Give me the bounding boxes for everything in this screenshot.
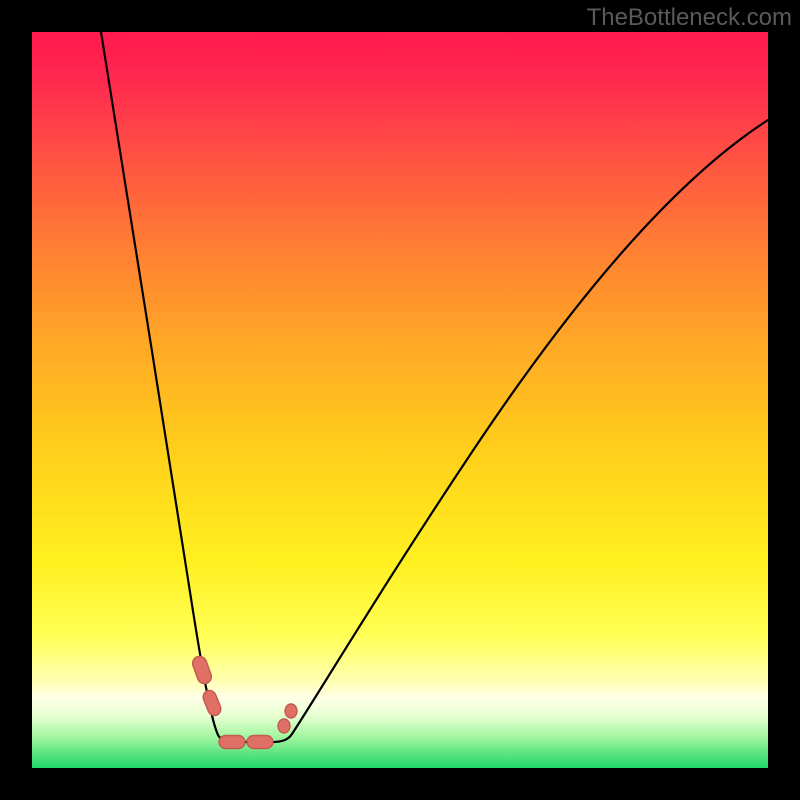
- plot-area: [32, 32, 768, 768]
- marker-4: [278, 719, 290, 733]
- plot-svg: [32, 32, 768, 768]
- marker-2: [219, 736, 245, 749]
- marker-5: [285, 704, 297, 718]
- gradient-background: [32, 32, 768, 768]
- marker-3: [247, 736, 273, 749]
- watermark-text: TheBottleneck.com: [587, 4, 792, 32]
